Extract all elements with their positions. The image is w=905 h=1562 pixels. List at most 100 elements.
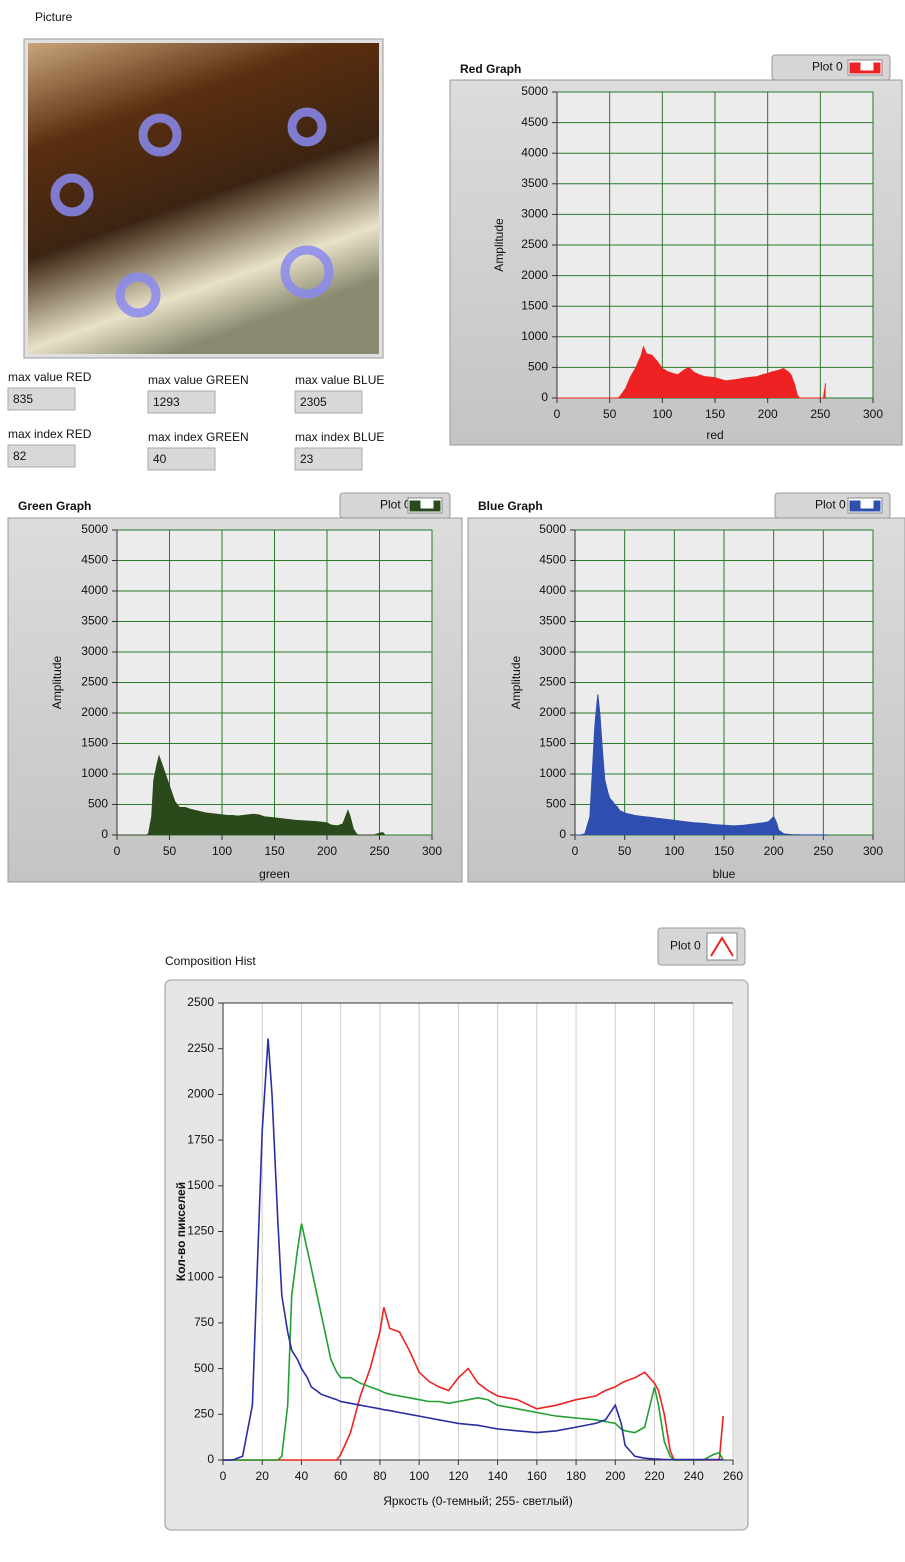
- x-tick-label: 300: [863, 844, 883, 858]
- indicator-label: max value RED: [8, 370, 92, 384]
- legend-label: Plot 0: [380, 498, 411, 512]
- y-tick-label: 2500: [187, 995, 214, 1009]
- y-tick-label: 5000: [81, 522, 108, 536]
- x-tick-label: 200: [758, 407, 778, 421]
- y-tick-label: 2250: [187, 1041, 214, 1055]
- x-tick-label: 0: [572, 844, 579, 858]
- y-tick-label: 500: [546, 797, 566, 811]
- y-tick-label: 4500: [539, 553, 566, 567]
- x-axis-label: blue: [713, 867, 736, 881]
- y-tick-label: 4000: [521, 145, 548, 159]
- indicator-label: max index GREEN: [148, 430, 249, 444]
- y-tick-label: 3000: [521, 207, 548, 221]
- indicator-value: 82: [13, 449, 27, 463]
- y-tick-label: 2000: [539, 705, 566, 719]
- indicator-label: max index RED: [8, 427, 92, 441]
- y-tick-label: 3000: [81, 644, 108, 658]
- y-tick-label: 3000: [539, 644, 566, 658]
- y-tick-label: 1500: [539, 736, 566, 750]
- y-tick-label: 1250: [187, 1224, 214, 1238]
- y-tick-label: 4500: [81, 553, 108, 567]
- y-tick-label: 500: [528, 360, 548, 374]
- indicator-box: [147, 447, 216, 471]
- indicator-label: max value BLUE: [295, 373, 384, 387]
- line: [223, 1038, 724, 1461]
- legend-label: Plot 0: [670, 939, 701, 953]
- x-tick-label: 100: [664, 844, 684, 858]
- y-tick-label: 750: [194, 1315, 214, 1329]
- x-tick-label: 250: [810, 407, 830, 421]
- x-tick-label: 240: [684, 1469, 704, 1483]
- picture: [28, 43, 379, 354]
- x-tick-label: 100: [409, 1469, 429, 1483]
- y-tick-label: 500: [88, 797, 108, 811]
- y-tick-label: 3500: [81, 614, 108, 628]
- x-tick-label: 200: [764, 844, 784, 858]
- y-tick-label: 1750: [187, 1132, 214, 1146]
- x-tick-label: 260: [723, 1469, 743, 1483]
- x-tick-label: 250: [369, 844, 389, 858]
- x-tick-label: 150: [705, 407, 725, 421]
- legend-icon: [409, 500, 441, 512]
- y-axis-label: Amplitude: [492, 218, 506, 272]
- area-fill: [117, 756, 385, 835]
- x-tick-label: 80: [373, 1469, 387, 1483]
- graph-title: Red Graph: [460, 62, 521, 76]
- indicator-box: [7, 387, 76, 411]
- x-tick-label: 60: [334, 1469, 348, 1483]
- y-tick-label: 5000: [539, 522, 566, 536]
- y-tick-label: 2500: [539, 675, 566, 689]
- y-tick-label: 2000: [81, 705, 108, 719]
- indicator-box: [294, 390, 363, 414]
- y-tick-label: 0: [559, 827, 566, 841]
- x-tick-label: 100: [652, 407, 672, 421]
- indicator-box: [7, 444, 76, 468]
- x-axis-label: green: [259, 867, 290, 881]
- x-tick-label: 300: [422, 844, 442, 858]
- y-tick-label: 500: [194, 1361, 214, 1375]
- indicator-label: max value GREEN: [148, 373, 249, 387]
- x-tick-label: 200: [317, 844, 337, 858]
- picture-label: Picture: [35, 10, 73, 24]
- y-tick-label: 3500: [521, 176, 548, 190]
- y-tick-label: 1500: [521, 298, 548, 312]
- x-tick-label: 300: [863, 407, 883, 421]
- x-tick-label: 180: [566, 1469, 586, 1483]
- x-tick-label: 140: [488, 1469, 508, 1483]
- y-tick-label: 1000: [521, 329, 548, 343]
- indicator-box: [294, 447, 363, 471]
- indicator-box: [147, 390, 216, 414]
- area-line: [557, 345, 827, 399]
- x-tick-label: 250: [813, 844, 833, 858]
- x-tick-label: 0: [554, 407, 561, 421]
- y-tick-label: 2500: [81, 675, 108, 689]
- y-axis-label: Amplitude: [50, 656, 64, 710]
- x-tick-label: 50: [603, 407, 617, 421]
- graph-title: Green Graph: [18, 499, 91, 513]
- x-tick-label: 220: [645, 1469, 665, 1483]
- y-tick-label: 0: [207, 1452, 214, 1466]
- graph-title: Blue Graph: [478, 499, 543, 513]
- y-tick-label: 0: [101, 827, 108, 841]
- y-tick-label: 250: [194, 1406, 214, 1420]
- indicator-value: 23: [300, 452, 314, 466]
- line: [223, 1223, 724, 1461]
- x-axis-label: Яркость (0-темный; 255- светлый): [383, 1494, 572, 1508]
- x-tick-label: 200: [605, 1469, 625, 1483]
- area-line: [117, 754, 386, 836]
- y-axis-label: Amplitude: [509, 656, 523, 710]
- y-tick-label: 4500: [521, 115, 548, 129]
- y-tick-label: 4000: [81, 583, 108, 597]
- x-tick-label: 0: [220, 1469, 227, 1483]
- x-tick-label: 50: [618, 844, 632, 858]
- area-fill: [557, 346, 826, 398]
- y-tick-label: 2000: [187, 1087, 214, 1101]
- indicator-value: 835: [13, 392, 33, 406]
- y-tick-label: 1500: [81, 736, 108, 750]
- indicator-value: 1293: [153, 395, 180, 409]
- y-tick-label: 2000: [521, 268, 548, 282]
- legend-icon: [849, 500, 881, 512]
- picture-spots: [50, 107, 334, 318]
- y-tick-label: 1000: [81, 766, 108, 780]
